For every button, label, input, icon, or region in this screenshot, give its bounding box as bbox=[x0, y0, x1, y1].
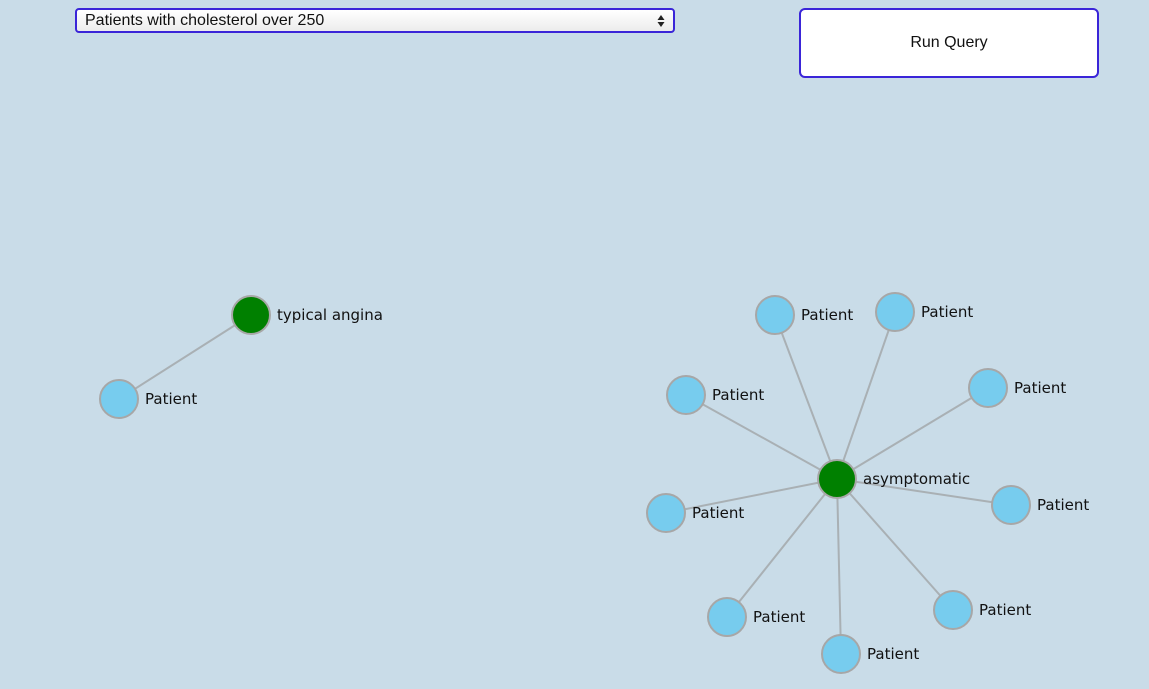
patient-node-circle[interactable] bbox=[875, 292, 915, 332]
condition-node-asymptomatic[interactable]: asymptomatic bbox=[817, 459, 970, 499]
graph-edge bbox=[726, 478, 838, 618]
patient-node-circle[interactable] bbox=[821, 634, 861, 674]
patient-node[interactable]: Patient bbox=[99, 379, 197, 419]
query-select[interactable]: Patients with cholesterol over 250 bbox=[75, 8, 675, 33]
patient-node-circle[interactable] bbox=[933, 590, 973, 630]
patient-node-circle[interactable] bbox=[646, 493, 686, 533]
graph-edge bbox=[118, 314, 252, 400]
condition-node-asymptomatic-label: asymptomatic bbox=[863, 470, 970, 488]
patient-node-circle[interactable] bbox=[968, 368, 1008, 408]
patient-node-circle[interactable] bbox=[666, 375, 706, 415]
patient-node[interactable]: Patient bbox=[991, 485, 1089, 525]
patient-node-circle[interactable] bbox=[755, 295, 795, 335]
patient-node[interactable]: Patient bbox=[933, 590, 1031, 630]
patient-node-label: Patient bbox=[712, 386, 764, 404]
graph-edge bbox=[665, 478, 838, 514]
edges-layer bbox=[118, 311, 1012, 655]
graph-edge bbox=[836, 478, 842, 655]
graph-edge bbox=[836, 478, 954, 611]
patient-node-label: Patient bbox=[921, 303, 973, 321]
patient-node-label: Patient bbox=[753, 608, 805, 626]
patient-node[interactable]: Patient bbox=[755, 295, 853, 335]
condition-node-typical-angina-circle[interactable] bbox=[231, 295, 271, 335]
graph-edge bbox=[836, 311, 896, 480]
patient-node[interactable]: Patient bbox=[646, 493, 744, 533]
patient-node[interactable]: Patient bbox=[875, 292, 973, 332]
patient-node-label: Patient bbox=[145, 390, 197, 408]
patient-node-label: Patient bbox=[1037, 496, 1089, 514]
patient-node-circle[interactable] bbox=[707, 597, 747, 637]
patient-node[interactable]: Patient bbox=[707, 597, 805, 637]
graph-edge bbox=[836, 387, 989, 480]
run-query-button[interactable]: Run Query bbox=[799, 8, 1099, 78]
patient-node[interactable]: Patient bbox=[968, 368, 1066, 408]
nodes-layer: Patient typical angina Patient Patient Patie… bbox=[99, 292, 1089, 674]
select-arrows-icon bbox=[657, 15, 665, 27]
patient-node-label: Patient bbox=[1014, 379, 1066, 397]
condition-node-typical-angina-label: typical angina bbox=[277, 306, 383, 324]
patient-node-label: Patient bbox=[867, 645, 919, 663]
condition-node-typical-angina[interactable]: typical angina bbox=[231, 295, 383, 335]
patient-node-label: Patient bbox=[801, 306, 853, 324]
graph-edge bbox=[685, 394, 838, 480]
query-select-value: Patients with cholesterol over 250 bbox=[85, 11, 325, 29]
patient-node-circle[interactable] bbox=[99, 379, 139, 419]
patient-node[interactable]: Patient bbox=[821, 634, 919, 674]
patient-node[interactable]: Patient bbox=[666, 375, 764, 415]
patient-node-label: Patient bbox=[979, 601, 1031, 619]
graph-edge bbox=[774, 314, 838, 480]
graph-edge bbox=[836, 478, 1012, 506]
patient-node-circle[interactable] bbox=[991, 485, 1031, 525]
patient-node-label: Patient bbox=[692, 504, 744, 522]
condition-node-asymptomatic-circle[interactable] bbox=[817, 459, 857, 499]
